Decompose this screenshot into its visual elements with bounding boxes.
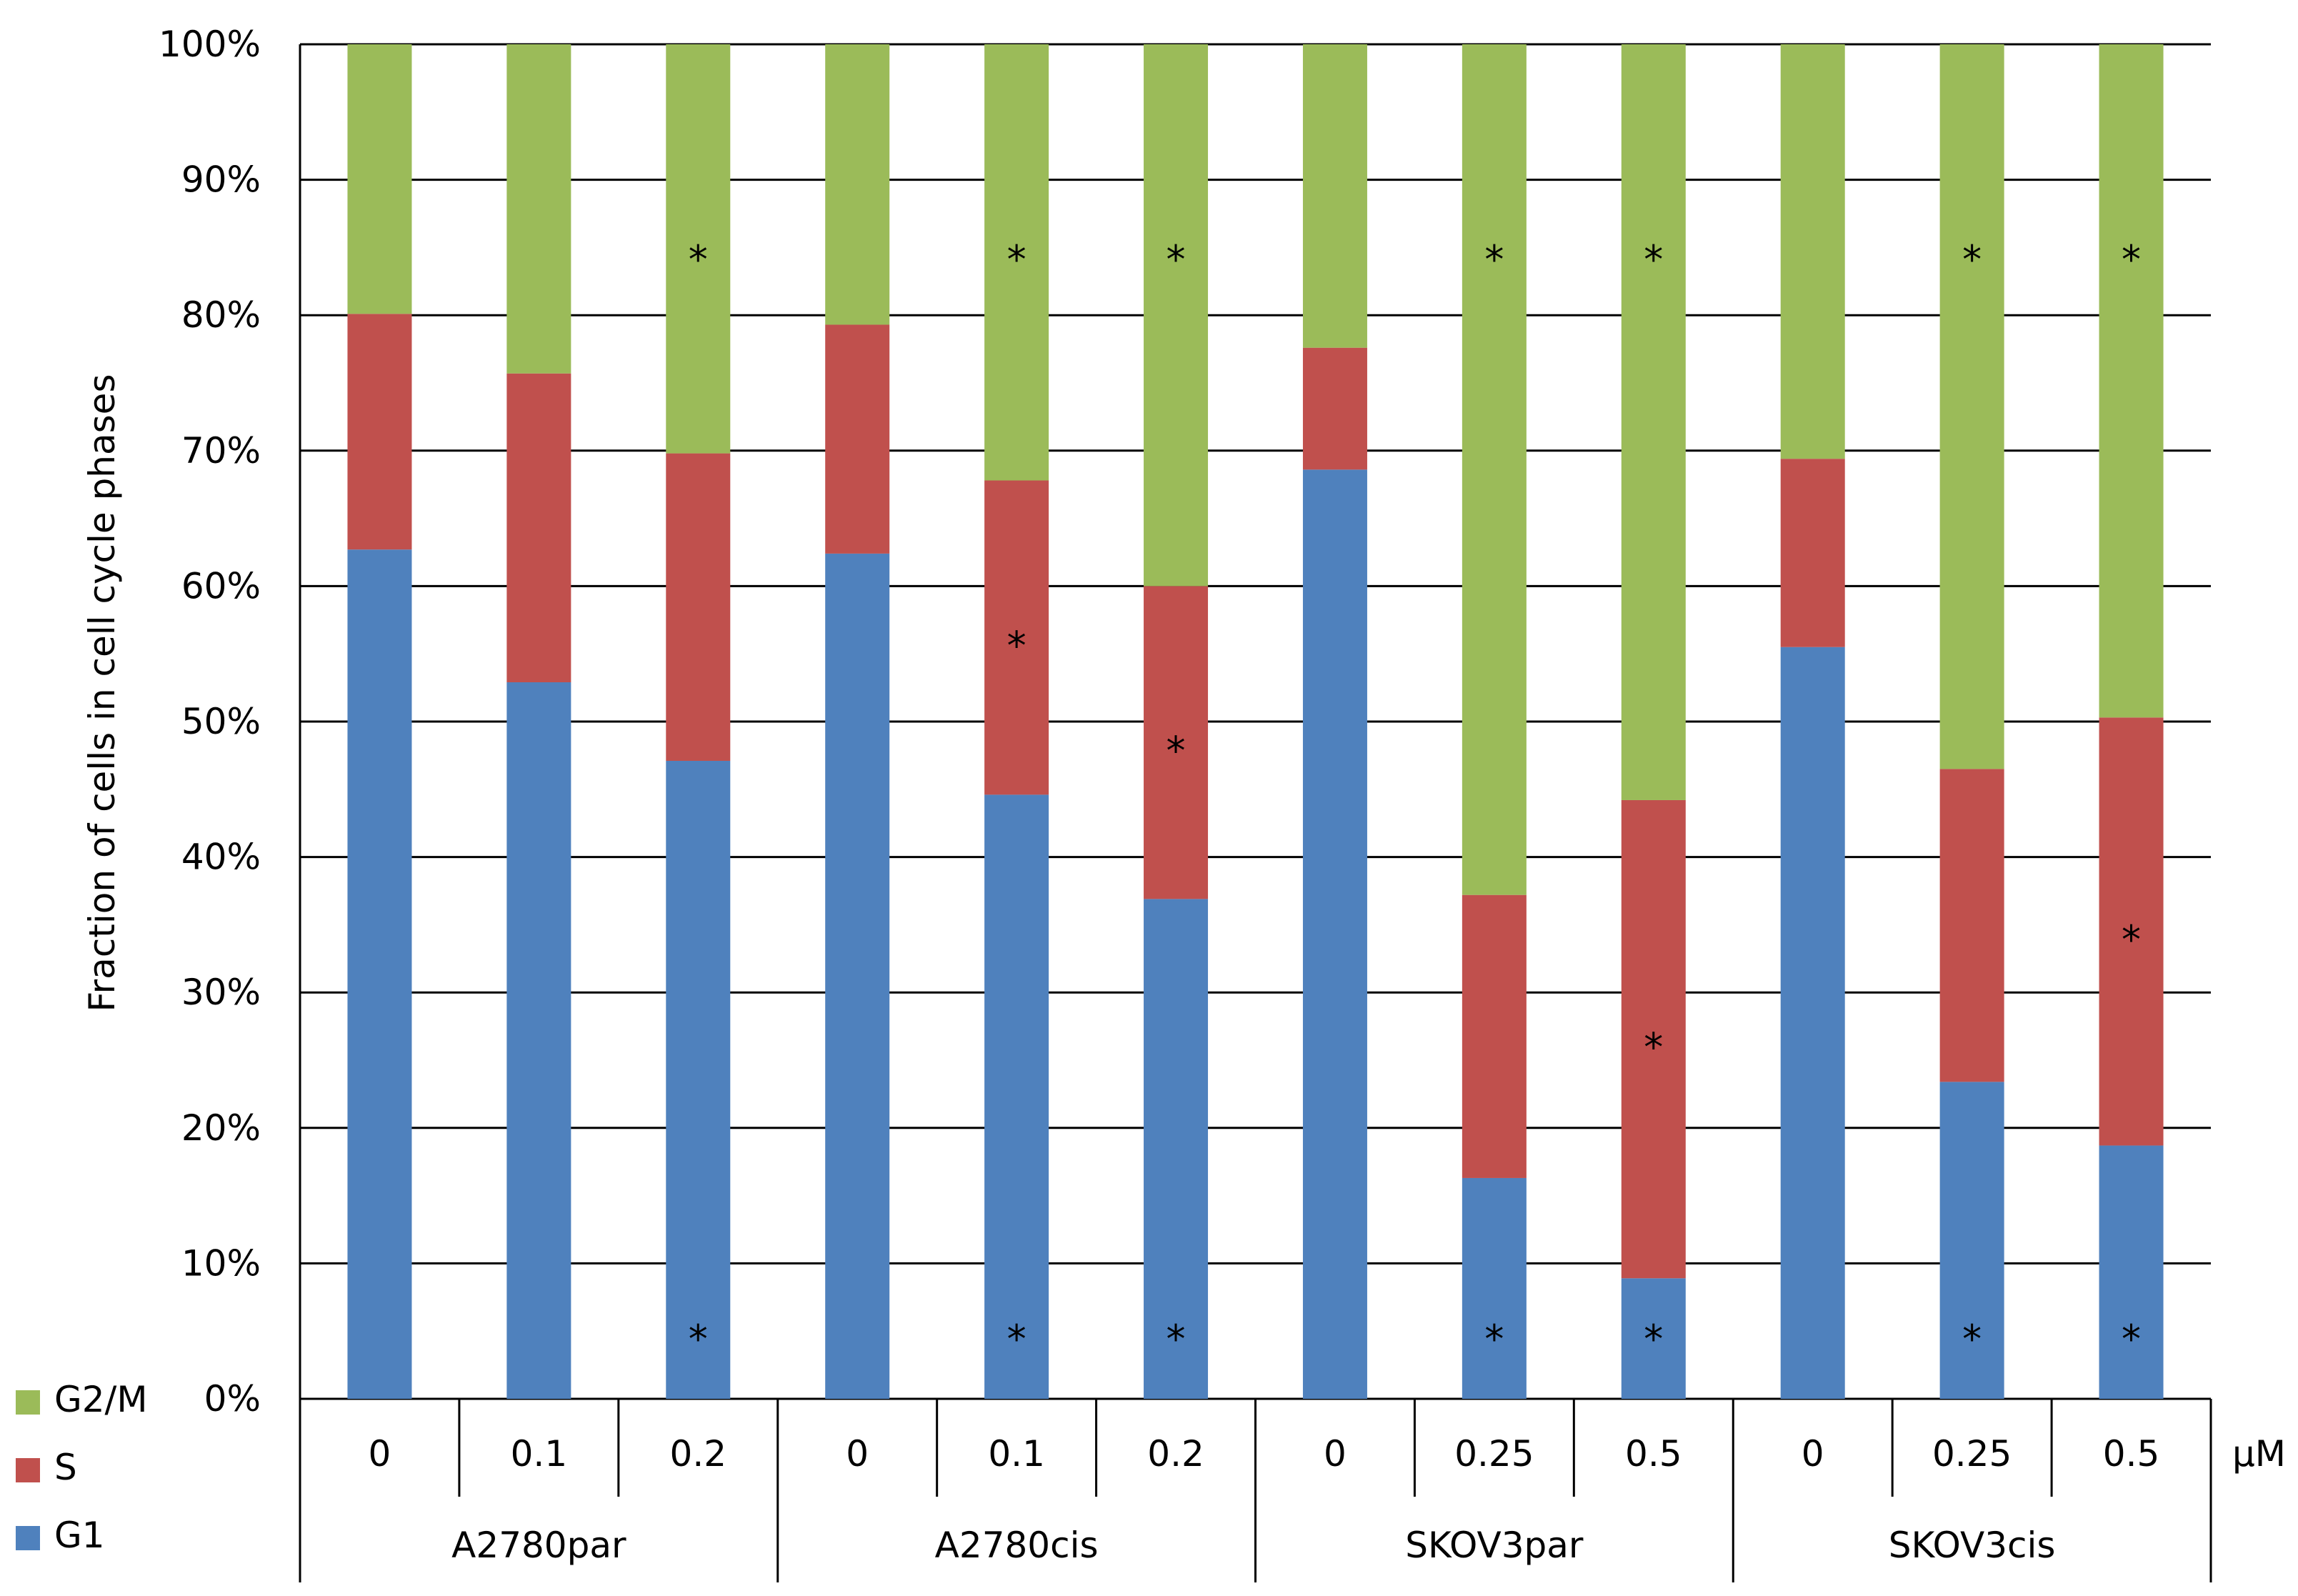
significance-star: *	[2122, 1317, 2141, 1362]
y-tick-label: 10%	[181, 1242, 261, 1284]
unit-label: µM	[2232, 1433, 2286, 1475]
significance-star: *	[1484, 237, 1504, 282]
bar-segment-s	[1462, 894, 1527, 1178]
bar-segment-g1	[666, 760, 731, 1399]
dose-label: 0.25	[1454, 1433, 1534, 1475]
y-tick-label: 80%	[181, 294, 261, 336]
bar-segment-s	[1939, 769, 2004, 1082]
legend-label: G1	[54, 1515, 105, 1556]
legend-label: S	[54, 1447, 77, 1488]
y-tick-label: 90%	[181, 159, 261, 201]
bar-segment-s	[1302, 347, 1367, 470]
significance-star: *	[2122, 917, 2141, 962]
group-label: SKOV3cis	[1889, 1525, 2056, 1566]
significance-star: *	[1644, 1317, 1663, 1362]
significance-star: *	[1007, 237, 1026, 282]
bar-segment-s	[1780, 459, 1845, 647]
bar-segment-g1	[347, 549, 412, 1399]
group-label: SKOV3par	[1405, 1525, 1584, 1566]
dose-label: 0	[1324, 1433, 1347, 1475]
bar-segment-s	[1621, 799, 1686, 1279]
y-tick-label: 20%	[181, 1107, 261, 1149]
bar-segment-g2m	[506, 44, 571, 374]
y-tick-label: 50%	[181, 701, 261, 742]
y-axis-ticks: 0% 10% 20% 30% 40% 50% 60% 70% 80% 90% 100%	[159, 24, 261, 1420]
bar-segment-g1	[1939, 1082, 2004, 1399]
bar-segment-g2m	[1462, 44, 1527, 895]
dose-label: 0.1	[988, 1433, 1045, 1475]
bar-segment-g2m	[1302, 44, 1367, 348]
group-label: A2780cis	[935, 1525, 1099, 1566]
bar-segment-s	[825, 324, 890, 554]
significance-star: *	[2122, 237, 2141, 282]
significance-star: *	[1484, 1317, 1504, 1362]
y-tick-label: 0%	[204, 1378, 261, 1420]
significance-star: *	[1644, 1025, 1663, 1070]
gridlines	[299, 43, 2211, 1400]
significance-star: *	[1167, 1317, 1186, 1362]
group-label: A2780par	[451, 1525, 626, 1566]
dose-label: 0	[369, 1433, 391, 1475]
legend-swatch	[16, 1458, 40, 1482]
legend-swatch	[16, 1526, 40, 1550]
bar-segment-g2m	[666, 44, 731, 454]
significance-star: *	[689, 237, 708, 282]
bar-segment-g1	[506, 682, 571, 1399]
bars	[347, 44, 2164, 1399]
bar-segment-s	[347, 314, 412, 550]
bar-segment-s	[666, 453, 731, 761]
dose-label: 0.5	[1625, 1433, 1682, 1475]
legend-label: G2/M	[54, 1379, 148, 1420]
legend-swatch	[16, 1390, 40, 1415]
y-tick-label: 30%	[181, 972, 261, 1013]
bar-segment-g2m	[1939, 44, 2004, 769]
significance-star: *	[1167, 237, 1186, 282]
bar-segment-s	[2099, 717, 2164, 1146]
bar-segment-s	[506, 373, 571, 683]
bar-segment-g2m	[984, 44, 1049, 481]
bar-segment-g2m	[347, 44, 412, 314]
bar-segment-g1	[1462, 1177, 1527, 1399]
bar-segment-g2m	[1144, 44, 1209, 587]
bar-segment-g2m	[1621, 44, 1686, 800]
significance-star: *	[1962, 237, 1982, 282]
bar-segment-g1	[1780, 647, 1845, 1399]
dose-label: 0	[1802, 1433, 1824, 1475]
bar-segment-g1	[984, 794, 1049, 1399]
significance-star: *	[1167, 728, 1186, 773]
bar-segment-g1	[825, 553, 890, 1399]
dose-label: 0.2	[670, 1433, 727, 1475]
dose-label: 0.5	[2103, 1433, 2160, 1475]
legend: G2/M S G1	[16, 1379, 148, 1556]
category-axis: 0 0.1 0.2 A2780par 0 0.1 0.2 A2780cis 0 0.25 0.5 SK…	[299, 1399, 2212, 1582]
dose-label: 0.25	[1932, 1433, 2012, 1475]
y-tick-label: 40%	[181, 837, 261, 878]
y-axis-label: Fraction of cells in cell cycle phases	[81, 374, 123, 1012]
significance-star: *	[689, 1317, 708, 1362]
significance-star: *	[1962, 1317, 1982, 1362]
bar-segment-g2m	[2099, 44, 2164, 718]
significance-markers: * * * * * * * * * * * * * * * * * *	[689, 237, 2141, 1362]
bar-segment-g2m	[1780, 44, 1845, 459]
dose-label: 0	[846, 1433, 869, 1475]
y-tick-label: 60%	[181, 565, 261, 607]
significance-star: *	[1007, 623, 1026, 668]
bar-segment-g2m	[825, 44, 890, 325]
y-tick-label: 100%	[159, 24, 261, 65]
dose-label: 0.1	[511, 1433, 568, 1475]
bar-segment-s	[1144, 586, 1209, 899]
bar-segment-s	[984, 480, 1049, 795]
bar-segment-g1	[1302, 469, 1367, 1399]
bar-segment-g1	[1621, 1278, 1686, 1399]
dose-label: 0.2	[1147, 1433, 1204, 1475]
significance-star: *	[1644, 237, 1663, 282]
significance-star: *	[1007, 1317, 1026, 1362]
bar-segment-g1	[1144, 899, 1209, 1399]
bar-segment-g1	[2099, 1145, 2164, 1399]
y-tick-label: 70%	[181, 430, 261, 472]
